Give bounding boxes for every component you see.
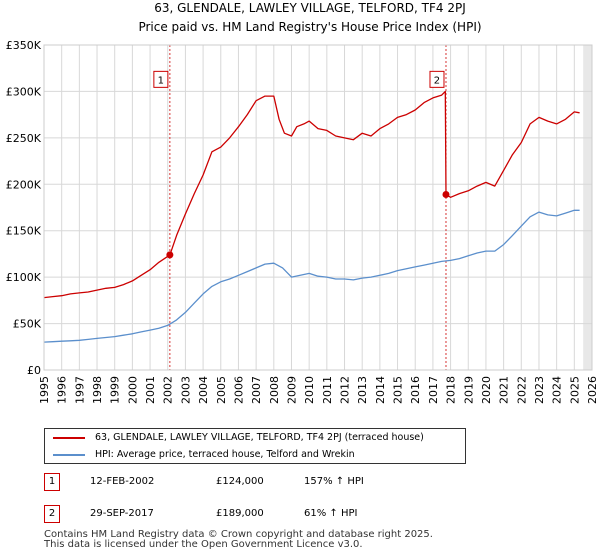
price-chart: 63, GLENDALE, LAWLEY VILLAGE, TELFORD, T… [6, 1, 599, 404]
sale-point [442, 191, 450, 198]
legend-label-hpi: HPI: Average price, terraced house, Telf… [95, 449, 355, 460]
x-tick-label: 1996 [56, 376, 69, 404]
x-tick-label: 2011 [321, 376, 334, 404]
x-tick-label: 1995 [38, 376, 51, 404]
transaction-row: 2 29-SEP-2017 £189,000 61% ↑ HPI [44, 505, 444, 523]
footer: Contains HM Land Registry data © Crown c… [44, 530, 433, 550]
forecast-shade [583, 45, 592, 370]
x-tick-label: 1998 [91, 376, 104, 404]
x-tick-label: 2021 [498, 376, 511, 404]
transaction-price: £124,000 [216, 476, 264, 487]
transaction-row: 1 12-FEB-2002 £124,000 157% ↑ HPI [44, 473, 444, 491]
annotation-box [429, 70, 445, 88]
x-tick-label: 2014 [374, 376, 387, 404]
x-tick-label: 2002 [162, 376, 175, 404]
y-tick-label: £350K [6, 39, 42, 52]
x-tick-label: 2018 [445, 376, 458, 404]
plot-border [43, 44, 593, 371]
transaction-hpi: 61% ↑ HPI [304, 508, 358, 519]
legend-swatch-hpi [53, 453, 85, 456]
legend-swatch-price-paid [53, 436, 85, 439]
footer-licence: This data is licensed under the Open Gov… [44, 539, 363, 550]
chart-subtitle: Price paid vs. HM Land Registry's House … [138, 20, 481, 34]
x-tick-label: 2006 [232, 376, 245, 404]
x-tick-label: 2008 [268, 376, 281, 404]
transaction-number: 1 [44, 473, 60, 491]
x-tick-label: 1999 [109, 376, 122, 404]
transaction-hpi: 157% ↑ HPI [304, 476, 364, 487]
x-tick-label: 1997 [73, 376, 86, 404]
series-line-hpi [43, 209, 580, 343]
x-tick-label: 2022 [515, 376, 528, 404]
x-tick-label: 2025 [568, 376, 581, 404]
x-tick-label: 2010 [303, 376, 316, 404]
sale-point [166, 251, 174, 259]
legend-label-price-paid: 63, GLENDALE, LAWLEY VILLAGE, TELFORD, T… [95, 432, 424, 443]
annotation-label: 2 [434, 75, 440, 86]
transaction-number: 2 [44, 505, 60, 523]
x-tick-label: 2009 [285, 376, 298, 404]
transaction-price: £189,000 [216, 508, 264, 519]
x-tick-label: 2001 [144, 376, 157, 404]
chart-title: 63, GLENDALE, LAWLEY VILLAGE, TELFORD, T… [154, 1, 466, 15]
x-tick-label: 2015 [392, 376, 405, 404]
x-tick-label: 2026 [586, 376, 599, 404]
y-tick-label: £150K [6, 225, 42, 238]
series-line-price-paid [43, 90, 580, 299]
transaction-date: 12-FEB-2002 [90, 476, 155, 487]
legend: 63, GLENDALE, LAWLEY VILLAGE, TELFORD, T… [44, 428, 466, 464]
footer-copyright: Contains HM Land Registry data © Crown c… [44, 529, 433, 540]
plot-area [44, 45, 592, 370]
x-tick-label: 2019 [462, 376, 475, 404]
y-tick-label: £250K [6, 132, 42, 145]
y-tick-label: £200K [6, 178, 42, 191]
x-tick-label: 2000 [126, 376, 139, 404]
y-tick-label: £0 [27, 364, 41, 377]
annotation-box [153, 70, 169, 88]
x-tick-label: 2003 [179, 376, 192, 404]
annotation-label: 1 [158, 75, 164, 86]
x-tick-label: 2007 [250, 376, 263, 404]
y-tick-label: £100K [6, 271, 42, 284]
transaction-date: 29-SEP-2017 [90, 508, 154, 519]
y-tick-label: £300K [6, 85, 42, 98]
x-tick-label: 2020 [480, 376, 493, 404]
x-tick-label: 2023 [533, 376, 546, 404]
x-tick-label: 2005 [215, 376, 228, 404]
x-tick-label: 2013 [356, 376, 369, 404]
legend-item-hpi: HPI: Average price, terraced house, Telf… [53, 447, 355, 463]
legend-item-price-paid: 63, GLENDALE, LAWLEY VILLAGE, TELFORD, T… [53, 430, 424, 446]
x-tick-label: 2012 [339, 376, 352, 404]
x-tick-label: 2004 [197, 376, 210, 404]
x-tick-label: 2024 [551, 376, 564, 404]
x-tick-label: 2017 [427, 376, 440, 404]
y-tick-label: £50K [13, 318, 42, 331]
x-tick-label: 2016 [409, 376, 422, 404]
